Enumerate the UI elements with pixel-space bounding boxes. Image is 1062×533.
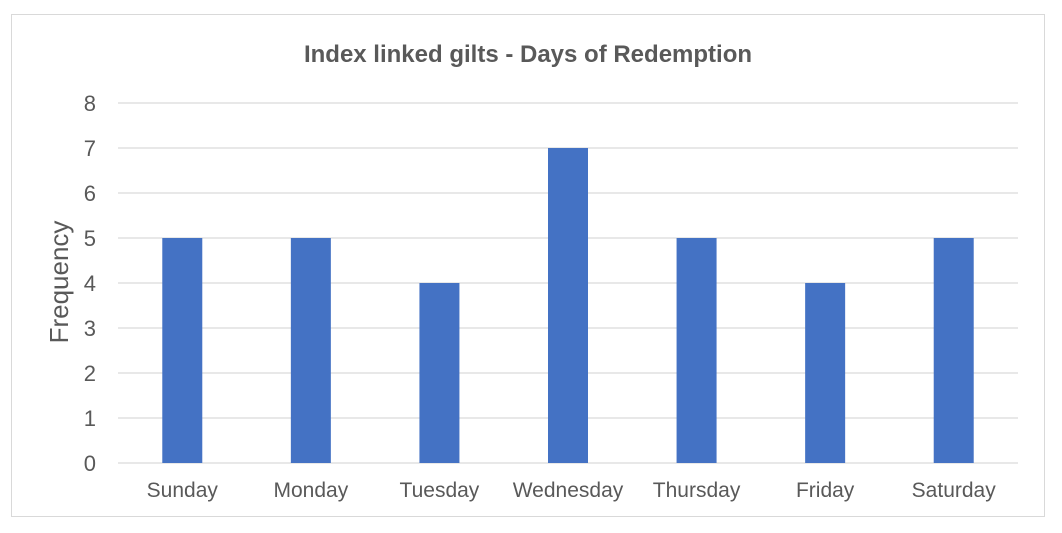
y-tick-label: 3 [84, 316, 96, 341]
x-category-label-thursday: Thursday [653, 479, 741, 502]
bar-friday [805, 283, 846, 463]
y-axis-title: Frequency [44, 221, 74, 344]
x-category-label-monday: Monday [273, 479, 348, 502]
y-tick-label: 6 [84, 181, 96, 206]
x-category-label-wednesday: Wednesday [513, 479, 624, 502]
y-tick-label: 5 [84, 226, 96, 251]
y-tick-label: 7 [84, 136, 96, 161]
chart-title: Index linked gilts - Days of Redemption [304, 41, 752, 68]
bar-wednesday [548, 148, 588, 463]
y-tick-label: 1 [84, 406, 96, 431]
y-tick-label: 8 [84, 91, 96, 116]
x-category-label-friday: Friday [796, 479, 855, 502]
bar-tuesday [419, 283, 460, 463]
bar-monday [290, 238, 331, 463]
x-category-label-saturday: Saturday [912, 479, 997, 502]
y-tick-labels: 0 1 2 3 4 5 6 7 8 [84, 91, 96, 476]
y-tick-label: 2 [84, 361, 96, 386]
bar-saturday [933, 238, 974, 463]
bar-thursday [676, 238, 717, 463]
x-category-labels: Sunday Monday Tuesday Wednesday Thursday Frid… [147, 479, 997, 502]
y-tick-label: 4 [84, 271, 96, 296]
y-tick-label: 0 [84, 451, 96, 476]
x-category-label-tuesday: Tuesday [400, 479, 480, 502]
bar-sunday [162, 238, 203, 463]
bars [162, 148, 974, 463]
x-category-label-sunday: Sunday [147, 479, 219, 502]
